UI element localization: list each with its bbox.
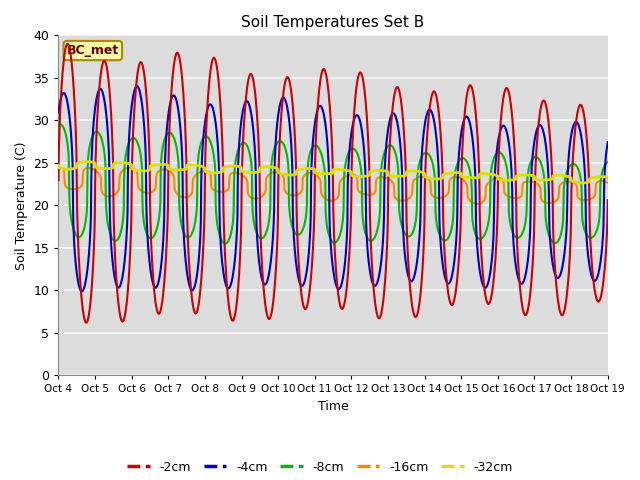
Legend: -2cm, -4cm, -8cm, -16cm, -32cm: -2cm, -4cm, -8cm, -16cm, -32cm [122,456,518,479]
Text: BC_met: BC_met [67,44,119,57]
Title: Soil Temperatures Set B: Soil Temperatures Set B [241,15,425,30]
Y-axis label: Soil Temperature (C): Soil Temperature (C) [15,141,28,270]
X-axis label: Time: Time [317,400,348,413]
